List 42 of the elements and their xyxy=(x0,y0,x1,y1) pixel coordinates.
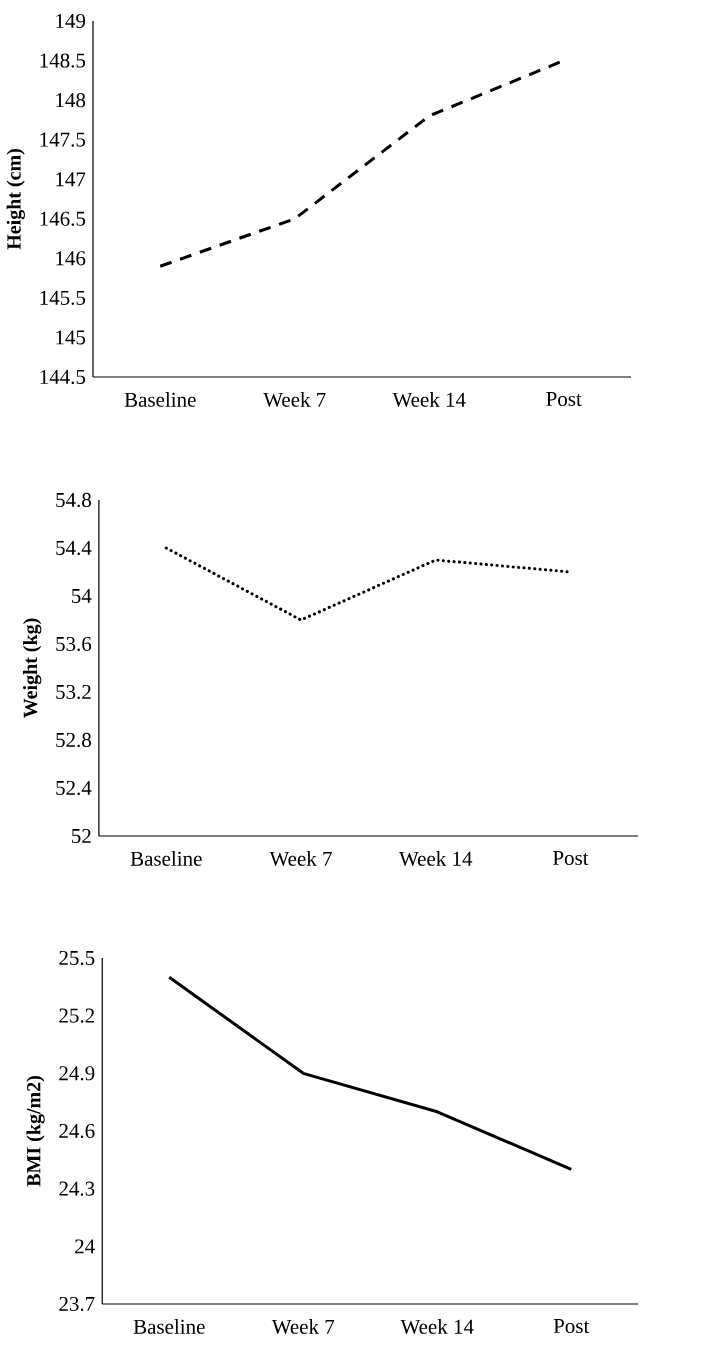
y-tick-label: 149 xyxy=(56,13,85,29)
x-tick-label: Week 14 xyxy=(398,851,473,866)
y-axis-title: Weight (kg) xyxy=(22,618,42,718)
y-tick-label: 54.4 xyxy=(56,540,92,556)
x-tick-label: Week 7 xyxy=(269,851,332,866)
x-tick-label: Baseline xyxy=(130,851,202,866)
y-tick-label: 146.5 xyxy=(40,211,85,226)
x-tick-label: Post xyxy=(552,851,589,866)
y-tick-label: 145 xyxy=(56,330,85,345)
x-tick-label: Week 7 xyxy=(263,392,326,407)
x-tick-label: Week 7 xyxy=(271,1319,335,1334)
y-tick-label: 52.4 xyxy=(56,780,92,796)
y-axis-title: BMI (kg/m2) xyxy=(26,1076,45,1187)
x-tick-label: Post xyxy=(553,1319,590,1334)
y-tick-label: 24.3 xyxy=(59,1181,95,1196)
line-series xyxy=(167,975,573,1171)
y-tick-label: 25.5 xyxy=(59,950,95,966)
x-tick-label: Week 14 xyxy=(400,1319,474,1334)
x-tick-label: Post xyxy=(546,392,582,407)
x-tick-label: Baseline xyxy=(124,392,196,407)
y-axis-title: Height (cm) xyxy=(6,149,25,250)
x-tick-label: Week 14 xyxy=(392,392,466,407)
y-tick-label: 54.8 xyxy=(56,492,91,508)
y-tick-label: 148 xyxy=(56,93,86,108)
y-tick-label: 24 xyxy=(74,1239,95,1254)
y-tick-label: 52 xyxy=(71,828,91,844)
y-tick-label: 24.9 xyxy=(59,1066,95,1081)
y-tick-label: 24.6 xyxy=(59,1123,95,1139)
y-tick-label: 23.7 xyxy=(59,1296,95,1312)
y-tick-label: 146 xyxy=(56,251,86,266)
y-tick-label: 145.5 xyxy=(40,290,85,305)
y-tick-label: 52.8 xyxy=(56,732,91,748)
y-tick-label: 147 xyxy=(56,172,86,187)
x-tick-label: Baseline xyxy=(133,1319,205,1334)
y-tick-label: 25.2 xyxy=(59,1008,94,1023)
y-tick-label: 144.5 xyxy=(40,369,85,385)
line-series xyxy=(164,546,572,622)
y-tick-label: 148.5 xyxy=(40,53,85,68)
y-tick-label: 53.2 xyxy=(56,684,91,700)
y-tick-label: 54 xyxy=(71,589,92,604)
y-tick-label: 147.5 xyxy=(40,132,85,147)
y-tick-label: 53.6 xyxy=(56,636,92,652)
